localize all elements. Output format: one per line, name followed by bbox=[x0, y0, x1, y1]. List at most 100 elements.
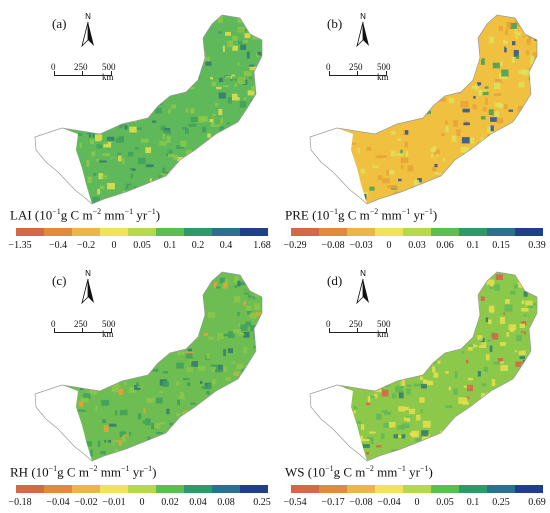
legend-tick-label: −0.29 bbox=[283, 240, 307, 251]
scale-tick-label: 250 bbox=[349, 319, 363, 329]
legend-ticks: −0.54 −0.17 −0.08 −0.04 0 0.05 0.1 0.25 0.69 bbox=[275, 497, 550, 511]
scale-bar: 0 250 500 km bbox=[326, 319, 391, 349]
unit-part: mm bbox=[378, 207, 402, 223]
legend-tick-label: −0.03 bbox=[349, 240, 373, 251]
scale-tick bbox=[386, 71, 387, 76]
region-map bbox=[309, 271, 538, 462]
unit-part: −1 bbox=[397, 464, 406, 473]
unit-part: −1 bbox=[401, 207, 411, 216]
legend-swatch bbox=[128, 485, 156, 493]
unit-part: −1 bbox=[329, 207, 338, 216]
north-arrow-icon: N bbox=[80, 10, 96, 50]
legend-tick-label: 0.25 bbox=[253, 497, 271, 508]
color-legend bbox=[16, 485, 268, 493]
scale-tick-label: 250 bbox=[349, 62, 363, 72]
legend-tick-label: 0.69 bbox=[528, 497, 546, 508]
legend-tick-label: −0.17 bbox=[321, 497, 345, 508]
scale-line bbox=[54, 75, 112, 76]
unit-part: −1 bbox=[124, 207, 134, 216]
unit-part: −1 bbox=[48, 464, 58, 473]
legend-swatch bbox=[515, 228, 543, 236]
unit-part: −1 bbox=[143, 464, 153, 473]
legend-swatch bbox=[319, 228, 347, 236]
variable-name: PRE bbox=[285, 207, 309, 223]
panel-label: (a) bbox=[52, 16, 67, 31]
legend-swatch bbox=[431, 485, 459, 493]
legend-tick-label: 0.15 bbox=[492, 240, 510, 251]
scale-bar: 0 250 500 km bbox=[326, 62, 391, 92]
legend-swatch bbox=[487, 228, 515, 236]
legend-tick-label: −1.35 bbox=[8, 240, 32, 251]
legend-title: RH (10−1g C m−2 mm−1 yr−1) bbox=[10, 464, 156, 480]
scale-tick-label: 250 bbox=[74, 319, 88, 329]
legend-swatch bbox=[184, 228, 212, 236]
scale-tick bbox=[54, 71, 55, 76]
legend-title: PRE (10−1g C m−2 mm−1 yr−1) bbox=[285, 207, 437, 223]
unit-part: ) bbox=[432, 207, 438, 223]
scale-bar: 0 250 500 km bbox=[51, 62, 116, 92]
scale-tick-label: 500 km bbox=[102, 319, 116, 339]
legend-tick-label: 1.68 bbox=[253, 240, 271, 251]
legend-tick-label: −0.18 bbox=[8, 497, 32, 508]
unit-part: (10 bbox=[34, 207, 53, 223]
raster-layer bbox=[35, 15, 262, 204]
legend-tick-label: 0 bbox=[386, 240, 392, 251]
legend-swatch bbox=[128, 228, 156, 236]
legend-tick-label: −0.01 bbox=[102, 497, 126, 508]
scale-tick-label: 500 km bbox=[377, 62, 391, 82]
legend-swatch bbox=[515, 485, 543, 493]
legend-swatch bbox=[347, 228, 375, 236]
unit-part: −2 bbox=[88, 464, 98, 473]
legend-tick-label: −0.08 bbox=[349, 497, 373, 508]
legend-title: WS (10−1g C m−2 mm−1 yr−1) bbox=[285, 464, 433, 480]
scale-tick bbox=[329, 71, 330, 76]
legend-swatch bbox=[16, 485, 44, 493]
legend-ticks: −0.29 −0.08 −0.03 0 0.03 0.06 0.1 0.15 0.39 bbox=[275, 240, 550, 254]
legend-swatch bbox=[403, 485, 431, 493]
unit-part: −2 bbox=[365, 464, 374, 473]
legend-tick-label: 0.4 bbox=[219, 240, 233, 251]
unit-part: −1 bbox=[147, 207, 156, 216]
legend-tick-label: 0.25 bbox=[492, 497, 510, 508]
unit-part: g C m bbox=[60, 207, 93, 223]
legend-tick-label: 0.1 bbox=[466, 240, 480, 251]
region-map bbox=[309, 14, 538, 205]
unit-part: −1 bbox=[420, 464, 429, 473]
legend-swatch bbox=[319, 485, 347, 493]
unit-part: g C m bbox=[337, 207, 370, 223]
region-outline bbox=[34, 271, 263, 462]
legend-tick-label: 0.03 bbox=[408, 240, 426, 251]
unit-part: mm bbox=[373, 464, 398, 480]
region-outline bbox=[309, 271, 538, 462]
unit-part: ) bbox=[428, 464, 433, 480]
legend-swatch bbox=[212, 485, 240, 493]
scale-tick bbox=[329, 328, 330, 333]
legend-tick-label: 0.1 bbox=[163, 240, 177, 251]
scale-tick bbox=[111, 71, 112, 76]
legend-tick-label: 0 bbox=[139, 497, 145, 508]
map-panel-c: (c) N 0 250 500 km RH (10−1g C m−2 mm−1 yr−1)… bbox=[0, 257, 275, 513]
raster-layer bbox=[310, 15, 537, 204]
legend-tick-label: −0.04 bbox=[46, 497, 70, 508]
raster-layer bbox=[310, 272, 537, 461]
north-arrow-icon: N bbox=[355, 267, 371, 307]
legend-tick-label: 0.08 bbox=[217, 497, 235, 508]
north-letter: N bbox=[85, 269, 91, 278]
legend-tick-label: 0 bbox=[414, 497, 420, 508]
region-outline bbox=[309, 14, 538, 205]
legend-title: LAI (10−1g C m−2 mm−1 yr−1) bbox=[10, 207, 160, 223]
scale-tick-label: 500 km bbox=[377, 319, 391, 339]
legend-swatch bbox=[487, 485, 515, 493]
legend-swatch bbox=[240, 228, 268, 236]
scale-tick-label: 250 bbox=[74, 62, 88, 72]
legend-tick-label: −0.2 bbox=[76, 240, 96, 251]
panel-label: (c) bbox=[52, 273, 67, 288]
legend-swatch bbox=[184, 485, 212, 493]
variable-name: RH bbox=[10, 464, 29, 480]
legend-swatch bbox=[431, 228, 459, 236]
region-map bbox=[34, 14, 263, 205]
legend-tick-label: −0.02 bbox=[74, 497, 98, 508]
scale-line bbox=[54, 332, 112, 333]
scale-tick-label: 0 bbox=[326, 62, 331, 72]
legend-tick-label: 0.05 bbox=[133, 240, 151, 251]
